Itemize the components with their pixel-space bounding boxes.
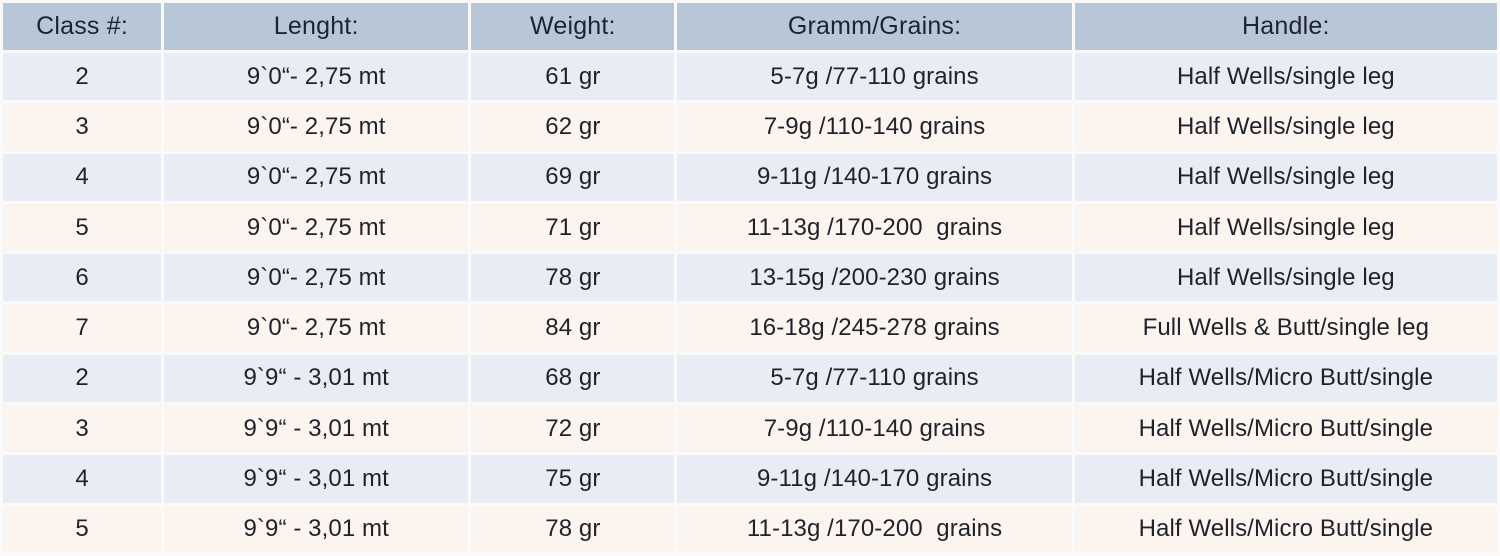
column-header-class: Class #: bbox=[3, 3, 162, 50]
cell-weight: 68 gr bbox=[471, 354, 675, 403]
cell-class: 6 bbox=[3, 254, 162, 302]
cell-grains: 13-15g /200-230 grains bbox=[677, 254, 1072, 302]
cell-handle: Half Wells/single leg bbox=[1074, 103, 1497, 151]
cell-weight: 71 gr bbox=[471, 203, 675, 252]
cell-class: 2 bbox=[3, 354, 162, 403]
cell-length: 9`9“ - 3,01 mt bbox=[164, 505, 469, 553]
cell-grains: 7-9g /110-140 grains bbox=[677, 103, 1072, 151]
cell-weight: 78 gr bbox=[471, 505, 675, 553]
cell-handle: Half Wells/Micro Butt/single bbox=[1074, 354, 1497, 403]
cell-handle: Half Wells/single leg bbox=[1074, 53, 1497, 101]
cell-handle: Full Wells & Butt/single leg bbox=[1074, 304, 1497, 352]
table-row: 5 9`0“- 2,75 mt 71 gr 11-13g /170-200 grain… bbox=[3, 203, 1497, 252]
cell-handle: Half Wells/Micro Butt/single bbox=[1074, 455, 1497, 503]
cell-class: 2 bbox=[3, 53, 162, 101]
cell-class: 5 bbox=[3, 203, 162, 252]
cell-length: 9`0“- 2,75 mt bbox=[164, 254, 469, 302]
column-header-weight: Weight: bbox=[471, 3, 675, 50]
cell-grains: 16-18g /245-278 grains bbox=[677, 304, 1072, 352]
table-row: 2 9`0“- 2,75 mt 61 gr 5-7g /77-110 grains Ha… bbox=[3, 53, 1497, 101]
cell-handle: Half Wells/Micro Butt/single bbox=[1074, 405, 1497, 453]
table-row: 4 9`0“- 2,75 mt 69 gr 9-11g /140-170 grains… bbox=[3, 153, 1497, 201]
cell-weight: 75 gr bbox=[471, 455, 675, 503]
table-row: 6 9`0“- 2,75 mt 78 gr 13-15g /200-230 grain… bbox=[3, 254, 1497, 302]
cell-handle: Half Wells/single leg bbox=[1074, 254, 1497, 302]
table-row: 5 9`9“ - 3,01 mt 78 gr 11-13g /170-200 grai… bbox=[3, 505, 1497, 553]
cell-handle: Half Wells/single leg bbox=[1074, 203, 1497, 252]
cell-class: 5 bbox=[3, 505, 162, 553]
cell-weight: 61 gr bbox=[471, 53, 675, 101]
cell-class: 7 bbox=[3, 304, 162, 352]
cell-length: 9`9“ - 3,01 mt bbox=[164, 354, 469, 403]
table-row: 4 9`9“ - 3,01 mt 75 gr 9-11g /140-170 grain… bbox=[3, 455, 1497, 503]
cell-length: 9`9“ - 3,01 mt bbox=[164, 405, 469, 453]
cell-grains: 9-11g /140-170 grains bbox=[677, 153, 1072, 201]
cell-handle: Half Wells/Micro Butt/single bbox=[1074, 505, 1497, 553]
cell-weight: 84 gr bbox=[471, 304, 675, 352]
table-row: 2 9`9“ - 3,01 mt 68 gr 5-7g /77-110 grains H… bbox=[3, 354, 1497, 403]
cell-length: 9`0“- 2,75 mt bbox=[164, 203, 469, 252]
column-header-length: Lenght: bbox=[164, 3, 469, 50]
cell-class: 4 bbox=[3, 153, 162, 201]
cell-class: 3 bbox=[3, 103, 162, 151]
table-row: 7 9`0“- 2,75 mt 84 gr 16-18g /245-278 grain… bbox=[3, 304, 1497, 352]
cell-handle: Half Wells/single leg bbox=[1074, 153, 1497, 201]
table-header-row: Class #: Lenght: Weight: Gramm/Grains: Handl… bbox=[3, 3, 1497, 50]
cell-class: 3 bbox=[3, 405, 162, 453]
table-row: 3 9`0“- 2,75 mt 62 gr 7-9g /110-140 grains H… bbox=[3, 103, 1497, 151]
cell-length: 9`0“- 2,75 mt bbox=[164, 304, 469, 352]
table-row: 3 9`9“ - 3,01 mt 72 gr 7-9g /110-140 grains… bbox=[3, 405, 1497, 453]
cell-weight: 72 gr bbox=[471, 405, 675, 453]
cell-weight: 78 gr bbox=[471, 254, 675, 302]
cell-weight: 69 gr bbox=[471, 153, 675, 201]
cell-grains: 9-11g /140-170 grains bbox=[677, 455, 1072, 503]
column-header-handle: Handle: bbox=[1074, 3, 1497, 50]
cell-grains: 11-13g /170-200 grains bbox=[677, 505, 1072, 553]
cell-length: 9`0“- 2,75 mt bbox=[164, 153, 469, 201]
cell-grains: 5-7g /77-110 grains bbox=[677, 354, 1072, 403]
cell-length: 9`0“- 2,75 mt bbox=[164, 103, 469, 151]
cell-grains: 11-13g /170-200 grains bbox=[677, 203, 1072, 252]
cell-length: 9`0“- 2,75 mt bbox=[164, 53, 469, 101]
cell-weight: 62 gr bbox=[471, 103, 675, 151]
cell-class: 4 bbox=[3, 455, 162, 503]
cell-grains: 7-9g /110-140 grains bbox=[677, 405, 1072, 453]
cell-grains: 5-7g /77-110 grains bbox=[677, 53, 1072, 101]
column-header-grains: Gramm/Grains: bbox=[677, 3, 1072, 50]
cell-length: 9`9“ - 3,01 mt bbox=[164, 455, 469, 503]
